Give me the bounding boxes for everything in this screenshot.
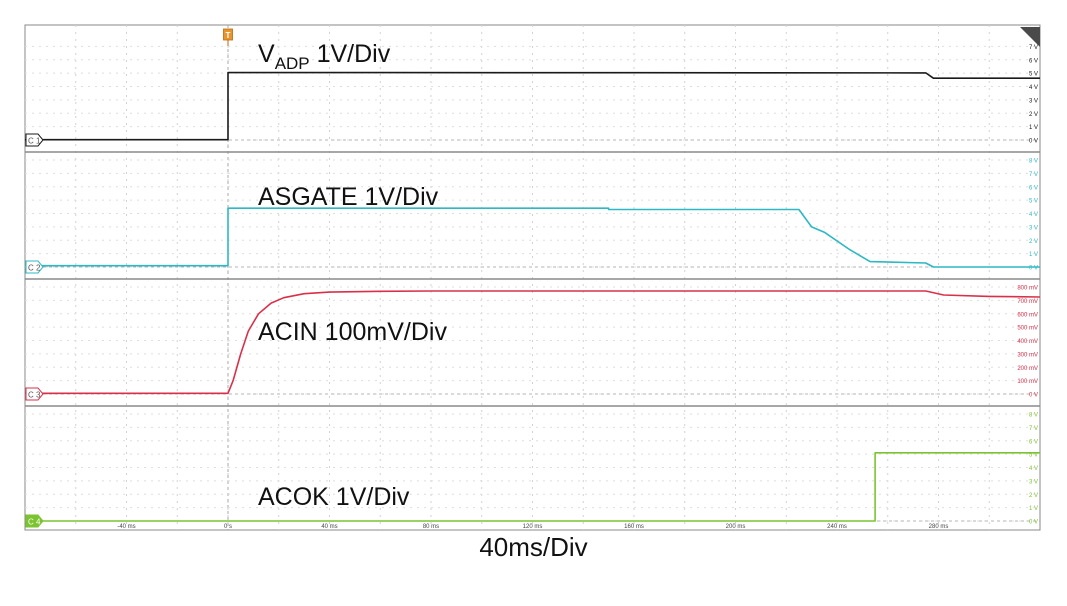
channel-marker-c2	[25, 260, 44, 274]
y-tick-label: 600 mV	[1017, 312, 1038, 318]
x-tick-label: 160 ms	[624, 524, 644, 530]
y-tick-label: 800 mV	[1017, 286, 1038, 292]
channel-marker-c3	[25, 387, 44, 401]
channel-marker-c4	[25, 514, 44, 528]
y-tick-label: 0 V	[1029, 520, 1038, 526]
y-tick-label: 8 V	[1029, 413, 1038, 419]
y-tick-label: 700 mV	[1017, 299, 1038, 305]
channel-marker-label: C 1	[28, 137, 41, 146]
y-tick-label: 2 V	[1029, 239, 1038, 245]
x-tick-label: 200 ms	[726, 524, 746, 530]
x-tick-label: 40 ms	[321, 524, 337, 530]
y-tick-label: 8 V	[1029, 159, 1038, 165]
x-tick-label: 120 ms	[523, 524, 543, 530]
y-tick-label: 200 mV	[1017, 366, 1038, 372]
trigger-marker-label: T	[226, 31, 231, 40]
trace-c2	[25, 207, 1040, 268]
y-tick-label: 6 V	[1029, 185, 1038, 191]
y-tick-label: 0 V	[1029, 266, 1038, 272]
y-tick-label: 1 V	[1029, 252, 1038, 258]
trace-c4	[25, 452, 1040, 522]
y-tick-label: 500 mV	[1017, 326, 1038, 332]
y-tick-label: 7 V	[1029, 172, 1038, 178]
x-axis-ticks: -40 ms 0 s 40 ms 80 ms 120 ms 160 ms 200 ms 240…	[117, 524, 948, 530]
y-tick-label: 4 V	[1029, 466, 1038, 472]
x-tick-label: 280 ms	[929, 524, 949, 530]
y-tick-label: 1 V	[1029, 125, 1038, 131]
y-tick-label: 3 V	[1029, 98, 1038, 104]
y-tick-label: 2 V	[1029, 112, 1038, 118]
channel-label-c2: ASGATE 1V/Div	[258, 183, 439, 211]
x-tick-label: 80 ms	[423, 524, 439, 530]
y-tick-label: 100 mV	[1017, 379, 1038, 385]
y-tick-label: 300 mV	[1017, 352, 1038, 358]
x-tick-label: -40 ms	[117, 524, 135, 530]
y-tick-label: 2 V	[1029, 493, 1038, 499]
x-axis-scale-label: 40ms/Div	[479, 532, 588, 562]
y-tick-label: 4 V	[1029, 85, 1038, 91]
y-tick-label: 1 V	[1029, 506, 1038, 512]
y-tick-label: 6 V	[1029, 439, 1038, 445]
channel-label-c4: ACOK 1V/Div	[258, 483, 410, 511]
y-tick-label: 7 V	[1029, 45, 1038, 51]
y-tick-label: 400 mV	[1017, 339, 1038, 345]
y-tick-label: 0 V	[1029, 393, 1038, 399]
channel-marker-label: C 4	[28, 518, 41, 527]
y-tick-label: 6 V	[1029, 58, 1038, 64]
y-tick-label: 5 V	[1029, 199, 1038, 205]
y-tick-label: 3 V	[1029, 479, 1038, 485]
channel-label-c1: VADP 1V/Div	[258, 40, 391, 73]
x-tick-label: 0 s	[224, 524, 232, 530]
channel-labels: C 1 0 V 1 V 2 V 3 V 4 V 5 V 6 V 7 V VADP 1V/Div C …	[25, 27, 1040, 528]
y-tick-label: 4 V	[1029, 212, 1038, 218]
corner-indicator	[1020, 27, 1040, 47]
channel-marker-label: C 2	[28, 264, 41, 273]
y-tick-label: 7 V	[1029, 426, 1038, 432]
x-tick-label: 240 ms	[827, 524, 847, 530]
trace-c1	[25, 71, 1040, 141]
y-tick-label: 3 V	[1029, 225, 1038, 231]
channel-marker-label: C 3	[28, 391, 41, 400]
y-tick-label: 5 V	[1029, 453, 1038, 459]
y-tick-label: 0 V	[1029, 139, 1038, 145]
traces	[25, 71, 1041, 522]
y-tick-label: 5 V	[1029, 72, 1038, 78]
trace-c3	[25, 290, 1041, 395]
channel-marker-c1	[25, 133, 44, 147]
channel-label-c3: ACIN 100mV/Div	[258, 318, 447, 346]
